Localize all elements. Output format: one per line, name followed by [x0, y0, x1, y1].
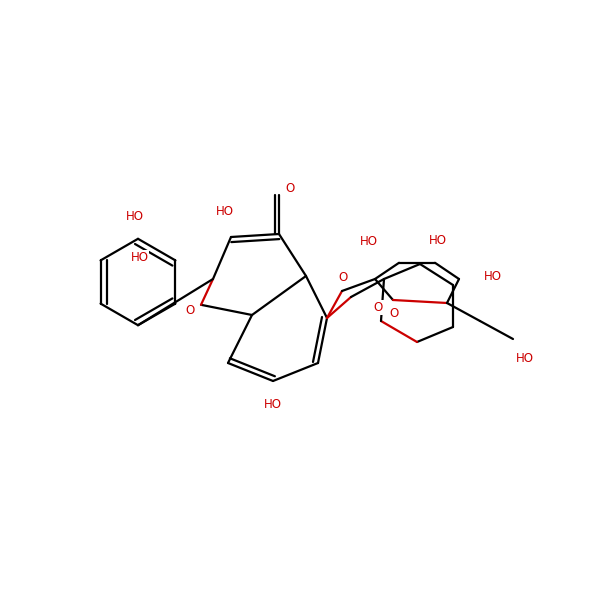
Text: O: O [285, 182, 295, 196]
Text: HO: HO [130, 251, 148, 264]
Text: HO: HO [429, 233, 447, 247]
Text: HO: HO [360, 235, 378, 248]
Text: HO: HO [516, 352, 534, 365]
Text: HO: HO [264, 398, 282, 412]
Text: O: O [338, 271, 348, 284]
Text: O: O [373, 301, 383, 314]
Text: HO: HO [484, 269, 502, 283]
Text: O: O [389, 307, 399, 320]
Text: O: O [185, 304, 195, 317]
Text: HO: HO [216, 205, 234, 218]
Text: HO: HO [126, 209, 144, 223]
